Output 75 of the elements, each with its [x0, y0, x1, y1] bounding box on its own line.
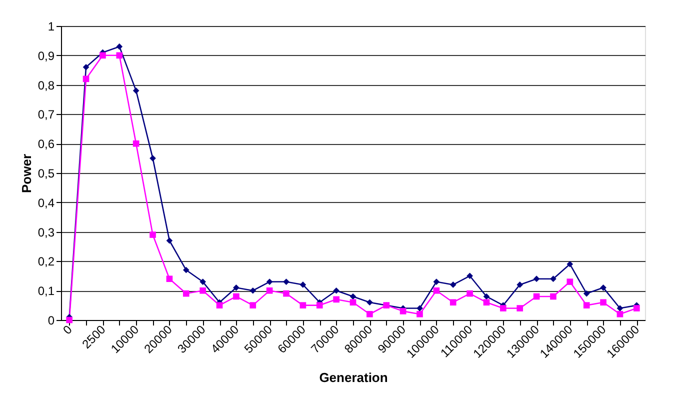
point [250, 302, 256, 308]
point [333, 296, 340, 303]
point [233, 293, 240, 300]
point [350, 299, 356, 306]
y-tick-label: 0,4 [38, 196, 55, 210]
point [66, 316, 73, 324]
point [100, 52, 106, 59]
point [616, 310, 624, 318]
y-tick-label: 0,9 [38, 48, 55, 63]
point [233, 284, 240, 291]
point [300, 282, 306, 288]
point [166, 276, 173, 282]
y-axis-title: Power [18, 154, 34, 194]
point [516, 282, 524, 288]
point [483, 299, 490, 306]
y-tick-label: 0,2 [38, 254, 55, 269]
point [132, 140, 140, 147]
point [433, 278, 440, 285]
point [566, 260, 574, 268]
point [433, 287, 440, 294]
point [450, 282, 456, 288]
point [500, 305, 506, 312]
point [633, 305, 640, 312]
point [182, 290, 190, 297]
point [150, 155, 156, 162]
point [366, 299, 373, 306]
y-tick-label: 0 [48, 314, 55, 328]
point [366, 310, 373, 318]
y-tick-label: 0,7 [38, 108, 55, 122]
y-tick-label: 0,8 [38, 78, 55, 92]
point [300, 302, 306, 308]
point [416, 305, 423, 312]
point [450, 299, 456, 306]
point [350, 293, 356, 300]
point [533, 276, 540, 282]
point [216, 302, 223, 308]
point [250, 287, 256, 294]
point [616, 305, 624, 312]
x-axis-title: Generation [319, 370, 388, 386]
point [583, 302, 590, 308]
point [416, 310, 423, 318]
x-tick-label: 0 [60, 322, 76, 338]
point [483, 293, 490, 300]
point [533, 293, 540, 300]
y-tick-label: 0,6 [38, 137, 55, 152]
point [132, 88, 140, 94]
point [550, 276, 556, 282]
point [400, 308, 406, 314]
point [550, 293, 556, 300]
y-tick-label: 0,1 [38, 284, 55, 298]
point [283, 278, 290, 285]
point [116, 43, 123, 50]
point [283, 290, 290, 297]
point [600, 299, 606, 306]
point [182, 266, 190, 274]
y-tick-label: 1 [48, 20, 55, 34]
point [316, 302, 323, 308]
point [200, 278, 206, 285]
point [82, 64, 90, 70]
point [466, 290, 473, 297]
point [150, 232, 156, 238]
point [82, 76, 90, 82]
point [266, 287, 273, 294]
point [566, 278, 574, 285]
point [166, 237, 173, 244]
point [200, 287, 206, 294]
point [583, 290, 590, 297]
point [333, 287, 340, 294]
point [116, 52, 123, 59]
point [600, 284, 606, 291]
point [266, 278, 273, 285]
y-tick-label: 0,3 [38, 225, 55, 240]
point [466, 272, 473, 280]
y-tick-label: 0,5 [38, 166, 55, 180]
point [516, 305, 524, 312]
